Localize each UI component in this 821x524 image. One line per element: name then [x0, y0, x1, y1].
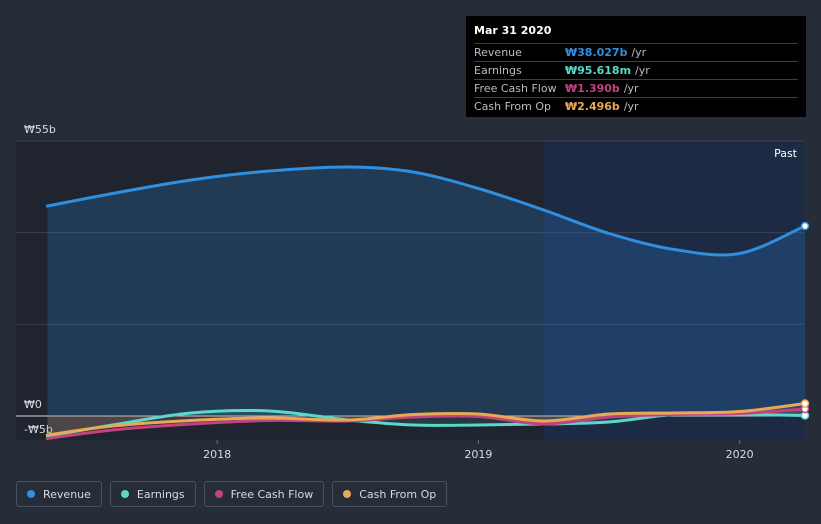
series-line-cash-from-op [45, 402, 807, 437]
tooltip-row-free-cash-flow: Free Cash Flow ₩1.390b /yr [474, 79, 798, 97]
tooltip-row-revenue: Revenue ₩38.027b /yr [474, 43, 798, 61]
series-endpoint-cash-from-op [800, 399, 810, 408]
legend-label: Cash From Op [359, 487, 437, 501]
legend-label: Revenue [43, 487, 91, 501]
legend-dot-icon [214, 490, 223, 498]
tooltip-label: Revenue [474, 46, 522, 59]
series-area-revenue [47, 166, 805, 416]
legend-dot-icon [120, 490, 129, 498]
legend-revenue[interactable]: Revenue [16, 481, 102, 507]
tooltip-label: Cash From Op [474, 100, 552, 113]
series-line-revenue [45, 165, 807, 257]
tooltip-value: ₩38.027b [565, 46, 628, 59]
legend-label: Earnings [136, 487, 185, 501]
legend-earnings[interactable]: Earnings [109, 481, 196, 507]
region-label: Past [774, 147, 798, 160]
tooltip-unit: /yr [631, 46, 647, 59]
legend-cash-from-op[interactable]: Cash From Op [332, 481, 448, 507]
tooltip-label: Earnings [474, 64, 522, 77]
legend-free-cash-flow[interactable]: Free Cash Flow [203, 481, 325, 507]
y-tick-label: ₩0 [24, 398, 42, 411]
legend-label: Free Cash Flow [230, 487, 314, 501]
tooltip-unit: /yr [635, 64, 650, 77]
tooltip-value: ₩95.618m [565, 64, 632, 77]
x-tick-label: 2018 [203, 448, 231, 461]
tooltip-row-cash-from-op: Cash From Op ₩2.496b /yr [474, 97, 798, 115]
tooltip-unit: /yr [623, 100, 639, 113]
legend-dot-icon [27, 490, 35, 498]
tooltip-value: ₩2.496b [565, 100, 620, 113]
tooltip-date: Mar 31 2020 [474, 24, 552, 37]
x-tick-label: 2019 [464, 448, 492, 461]
legend-dot-icon [343, 490, 352, 498]
tooltip-row-earnings: Earnings ₩95.618m /yr [474, 61, 798, 79]
y-tick-label: -₩5b [24, 423, 53, 436]
y-tick-label: ₩55b [24, 123, 56, 136]
tooltip-unit: /yr [623, 82, 639, 95]
data-tooltip: Mar 31 2020 Revenue ₩38.027b /yr Earning… [466, 16, 806, 117]
x-tick-label: 2020 [726, 448, 754, 461]
chart-legend: Revenue Earnings Free Cash Flow Cash Fro… [16, 481, 448, 507]
recent-region-bg [543, 141, 805, 440]
past-region-bg [16, 141, 544, 440]
tooltip-label: Free Cash Flow [474, 82, 557, 95]
tooltip-value: ₩1.390b [565, 82, 620, 95]
series-endpoint-revenue [800, 221, 810, 231]
